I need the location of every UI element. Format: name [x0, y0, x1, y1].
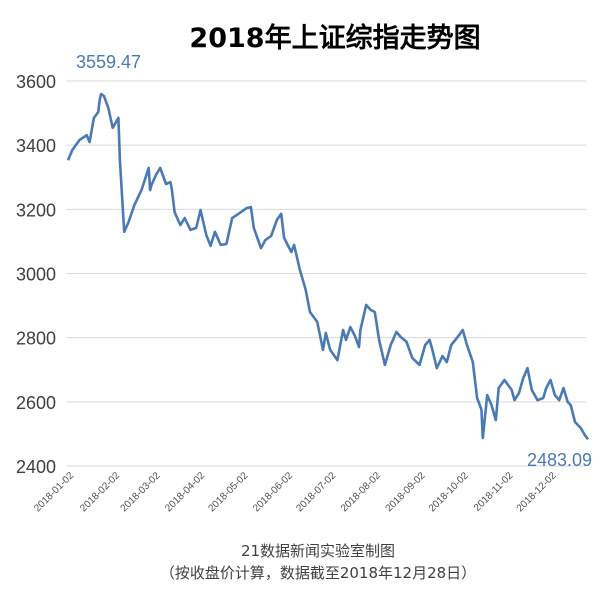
x-tick-label: 2018-09-02: [384, 470, 428, 514]
x-tick-label: 2018-11-02: [472, 470, 516, 514]
y-tick-label: 3600: [16, 72, 56, 92]
y-axis-ticks: 2400 2600 2800 3000 3200 3400 3600: [16, 72, 56, 477]
footer-note: （按收盘价计算，数据截至2018年12月28日）: [160, 564, 476, 582]
y-tick-label: 2600: [16, 393, 56, 413]
y-tick-label: 3000: [16, 265, 56, 285]
y-tick-label: 3400: [16, 136, 56, 156]
footer-source: 21数据新闻实验室制图: [241, 542, 395, 560]
x-tick-label: 2018-08-02: [339, 470, 383, 514]
y-tick-label: 2400: [16, 457, 56, 477]
x-tick-label: 2018-04-02: [163, 470, 207, 514]
max-value-label: 3559.47: [76, 52, 141, 72]
series-layer: [66, 92, 590, 441]
x-tick-label: 2018-07-02: [294, 470, 338, 514]
y-tick-label: 3200: [16, 200, 56, 220]
x-tick-label: 2018-03-02: [119, 470, 163, 514]
chart-title: 2018年上证综指走势图: [189, 22, 480, 54]
gridlines: [66, 80, 586, 467]
series-line: [66, 92, 590, 441]
x-tick-label: 2018-05-02: [206, 470, 250, 514]
y-tick-label: 2800: [16, 329, 56, 349]
x-tick-label: 2018-06-02: [251, 470, 295, 514]
x-tick-label: 2018-10-02: [427, 470, 471, 514]
x-tick-label: 2018-12-02: [515, 470, 559, 514]
x-tick-label: 2018-02-02: [78, 470, 122, 514]
last-value-label: 2483.09: [527, 450, 592, 470]
